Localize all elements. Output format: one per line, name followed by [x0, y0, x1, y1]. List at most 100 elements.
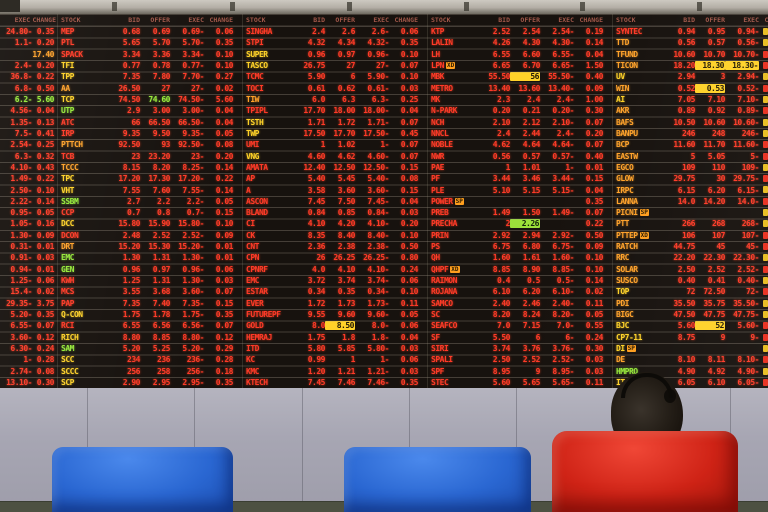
cutoff-ticker-sliver — [763, 61, 768, 69]
offer-value: 107 — [712, 230, 725, 240]
change-value: 0.01 — [585, 162, 604, 172]
quote-row: SAM 5.20 5.25 5.20- 0.29 — [58, 343, 242, 354]
ticker-cell: PRECHA — [428, 219, 478, 228]
cutoff-ticker-sliver — [763, 175, 768, 183]
quote-row: RCI 6.55 6.56 6.56- 0.07 — [58, 320, 242, 331]
cutoff-ticker-sliver — [763, 95, 768, 103]
partial-left-panel: EXEC CHANGE 24.80- 0.35 1.1- 0.20 17.40 2.4- 0.2… — [0, 14, 56, 388]
change-value: 0.04 — [215, 117, 234, 127]
change-value: 0.15 — [215, 208, 234, 218]
bid-value: 18.20 — [673, 61, 695, 71]
change-value: 0.04 — [400, 332, 419, 342]
bid-value: 9.35 — [122, 128, 141, 138]
offer-value: 6 — [350, 72, 356, 82]
offer-value: 258 — [157, 366, 170, 376]
bid-value: 1 — [505, 162, 511, 172]
offer-value: 9 — [535, 366, 541, 376]
ticker-cell: BANPU — [613, 129, 663, 138]
exec-value: 1.35- — [10, 117, 32, 127]
change-value: 3.75 — [36, 298, 55, 308]
quote-row: DCON 2.48 2.52 2.52- 0.09 — [58, 230, 242, 241]
change-value: 0.20 — [215, 151, 234, 161]
offer-value: 0.21 — [522, 106, 541, 116]
exec-value: 8.25- — [182, 162, 204, 172]
offer-value: 1 — [350, 355, 356, 365]
ticker-cell: PAP — [58, 299, 108, 308]
quote-row: CPNRF 4.0 4.10 4.10- 0.24 — [243, 264, 427, 275]
partial-quote-row: 5.20- 0.35 — [0, 309, 56, 320]
partial-quote-row: 1.1- 0.20 — [0, 37, 56, 48]
exec-value: 11.60- — [733, 140, 759, 150]
quote-row: EVER 1.72 1.73 1.73- 0.11 — [243, 298, 427, 309]
ticker-symbol: SYNTEC — [616, 27, 642, 37]
bid-value: 5.50 — [492, 332, 511, 342]
exec-value: 4.10- — [367, 219, 389, 229]
quote-row: TPC 17.20 17.30 17.20- 0.22 — [58, 173, 242, 184]
ticker-symbol: CP7-11 — [616, 332, 642, 342]
bid-value: 7.45 — [307, 196, 326, 206]
change-value: 0.43 — [36, 162, 55, 172]
change-value: 0.20 — [585, 128, 604, 138]
ticker-symbol: UV — [616, 72, 625, 82]
bid-value: 5.60 — [492, 377, 511, 387]
ticker-cell: CI — [243, 219, 293, 228]
flag-badge: XD — [639, 231, 649, 239]
bid-value: 6.55 — [492, 49, 511, 59]
offer-value: 5.65 — [522, 377, 541, 387]
change-value: 0.27 — [215, 72, 234, 82]
ticker-symbol: TPC — [61, 174, 74, 184]
change-value: 0.07 — [36, 321, 55, 331]
change-value: 0.07 — [400, 151, 419, 161]
bid-value: 1.25 — [122, 276, 141, 286]
bid-value: 0.52 — [677, 83, 696, 93]
ceiling-joint — [464, 2, 469, 11]
ticker-cell: CNT — [243, 242, 293, 251]
ticker-cell: SCC — [58, 355, 108, 364]
change-value: 0.22 — [585, 219, 604, 229]
ticker-symbol: NWR — [431, 151, 444, 161]
change-value: 0.35 — [36, 309, 55, 319]
ticker-symbol: HMPRO — [616, 366, 638, 376]
offer-value: 5.15 — [522, 185, 541, 195]
quote-row: CPN 26 26.25 26.25- 0.80 — [243, 252, 427, 263]
ticker-cell: SAM — [58, 344, 108, 353]
quote-row: STPI 4.32 4.34 4.32- 0.35 — [243, 37, 427, 48]
partial-quote-row: 6.8- 0.50 — [0, 83, 56, 94]
quote-row: CCP 0.7 0.8 0.7- 0.15 — [58, 207, 242, 218]
quote-row: MEP 0.68 0.69 0.69- 0.06 — [58, 26, 242, 37]
bid-value: 0.40 — [677, 276, 696, 286]
quote-row: SCP 2.90 2.95 2.95- 0.35 — [58, 377, 242, 388]
ticker-cell: KC — [243, 355, 293, 364]
ticker-cell: PRIN — [428, 231, 478, 240]
exec-value: 5.15- — [552, 185, 574, 195]
col-change-label: CHANGE — [209, 16, 233, 24]
ticker-symbol: KC — [246, 355, 255, 365]
bid-value: 10.50 — [673, 117, 695, 127]
exec-value: 15.20- — [178, 242, 204, 252]
quote-row: SAMCO 2.40 2.46 2.40- 0.11 — [428, 298, 612, 309]
offer-value: 0.69 — [152, 27, 171, 37]
ticker-symbol: SINGHA — [246, 27, 272, 37]
bid-value: 1.72 — [307, 298, 326, 308]
ticker-cell: BJC — [613, 321, 663, 330]
quote-row: SEAFCO 7.0 7.15 7.0- 0.55 — [428, 320, 612, 331]
cutoff-ticker-sliver — [763, 344, 768, 352]
exec-value: 13.10- — [6, 377, 32, 387]
change-value: 0.24 — [400, 264, 419, 274]
ticker-symbol: NCH — [431, 117, 444, 127]
bid-value: 4.10 — [307, 219, 326, 229]
change-value: 0.14 — [215, 185, 234, 195]
col-stock-label: STOCK — [61, 16, 81, 24]
bid-value: 5.20 — [122, 343, 141, 353]
ticker-cell: SPF — [428, 367, 478, 376]
bid-value: 2.50 — [492, 355, 511, 365]
change-value: 0.10 — [400, 287, 419, 297]
exec-value: 2.54- — [552, 27, 574, 37]
ticker-cell: GOLD — [243, 321, 293, 330]
